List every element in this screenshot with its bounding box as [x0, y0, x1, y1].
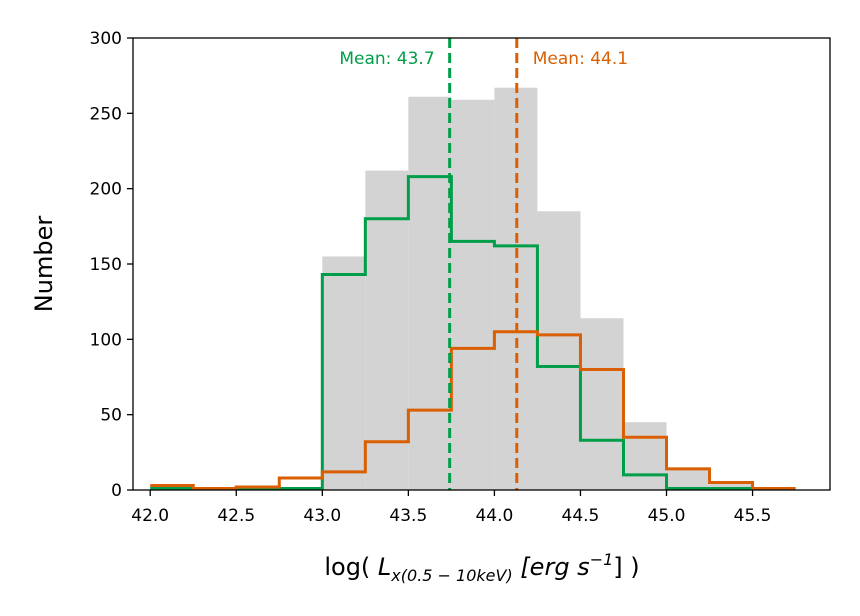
x-tick-label: 42.0 [131, 506, 169, 526]
y-tick-label: 300 [90, 29, 122, 49]
histogram-bar [666, 467, 710, 490]
x-tick-label: 44.0 [475, 506, 513, 526]
step-series-2 [150, 330, 796, 490]
histogram-bar [451, 99, 495, 491]
histogram-bar [537, 211, 581, 490]
mean-label-1: Mean: 44.1 [533, 49, 628, 69]
histogram-bar [365, 170, 409, 490]
axis-ticks: 42.0 42.5 43.0 43.5 44.0 44.5 45.0 45.5 0 50 100 15… [90, 29, 772, 526]
y-tick-label: 250 [90, 104, 122, 124]
x-axis-title: log( Lx(0.5 − 10keV) [erg s−1] ) [324, 550, 639, 585]
x-tick-label: 42.5 [217, 506, 255, 526]
x-tick-label: 43.5 [389, 506, 427, 526]
histogram-bar [709, 482, 753, 490]
y-tick-label: 0 [111, 481, 122, 501]
y-tick-label: 100 [90, 330, 122, 350]
histogram-bar [408, 96, 452, 490]
filled-bars [150, 87, 796, 491]
step-series-1 [150, 175, 796, 490]
histogram-bar [322, 256, 366, 490]
y-tick-label: 200 [90, 180, 122, 200]
x-tick-label: 43.0 [303, 506, 341, 526]
y-tick-label: 150 [90, 255, 122, 275]
histogram-bar [623, 422, 667, 490]
y-axis-title: Number [30, 216, 58, 313]
histogram-bar [580, 318, 624, 490]
mean-lines: Mean: 43.7 Mean: 44.1 [339, 38, 628, 490]
mean-label-0: Mean: 43.7 [339, 49, 434, 69]
x-tick-label: 45.5 [734, 506, 772, 526]
x-tick-label: 45.0 [648, 506, 686, 526]
y-tick-label: 50 [100, 406, 122, 426]
step-lines [150, 175, 796, 490]
x-tick-label: 44.5 [562, 506, 600, 526]
